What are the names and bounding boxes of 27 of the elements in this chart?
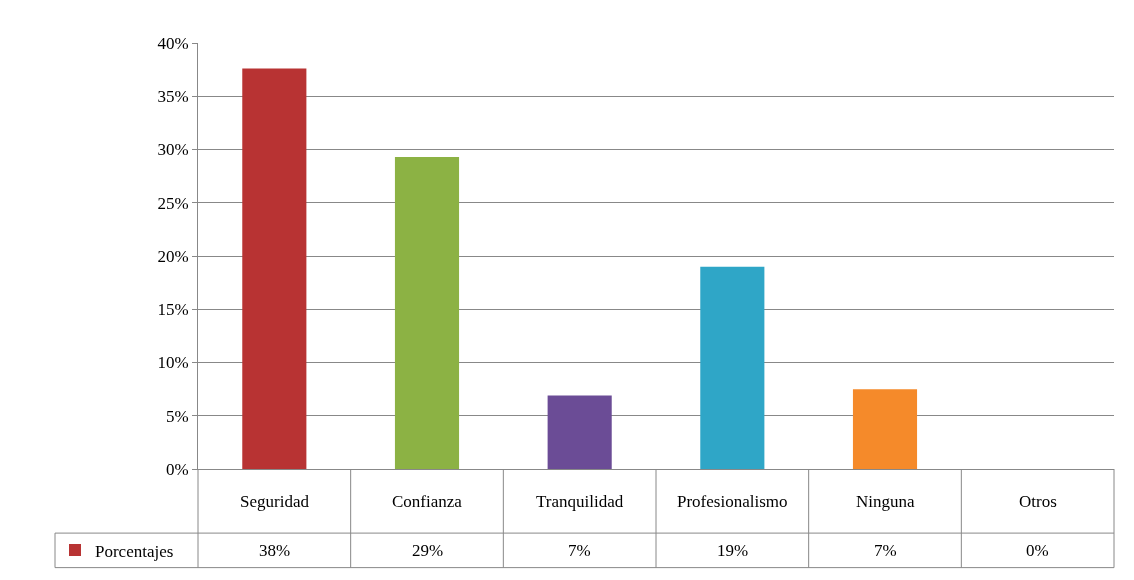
bar <box>700 266 765 469</box>
data-label: 29% <box>412 541 444 560</box>
y-tick-label: 0% <box>165 459 189 479</box>
x-tick-label: Ninguna <box>856 492 915 511</box>
y-tick-label: 20% <box>157 246 189 266</box>
x-tick-label: Seguridad <box>240 492 310 511</box>
y-tick-label: 35% <box>157 87 189 107</box>
data-label: 7% <box>568 541 591 560</box>
bar <box>394 156 460 469</box>
bar <box>547 395 612 469</box>
bar <box>852 389 918 469</box>
x-tick-label: Profesionalismo <box>677 492 788 511</box>
x-tick-label: Confianza <box>392 492 463 511</box>
data-label: 38% <box>259 541 291 560</box>
y-tick-label: 10% <box>157 353 189 373</box>
y-tick-label: 40% <box>157 33 189 53</box>
data-label: 7% <box>874 541 897 560</box>
legend-label: Porcentajes <box>95 541 174 561</box>
y-tick-label: 5% <box>165 406 189 426</box>
data-label: 0% <box>1026 541 1049 560</box>
data-label: 19% <box>717 541 749 560</box>
x-tick-label: Otros <box>1019 492 1057 511</box>
y-tick-label: 15% <box>157 300 189 320</box>
bar <box>242 68 307 469</box>
y-tick-label: 25% <box>157 193 189 213</box>
x-tick-label: Tranquilidad <box>536 492 624 511</box>
y-tick-label: 30% <box>157 140 189 160</box>
